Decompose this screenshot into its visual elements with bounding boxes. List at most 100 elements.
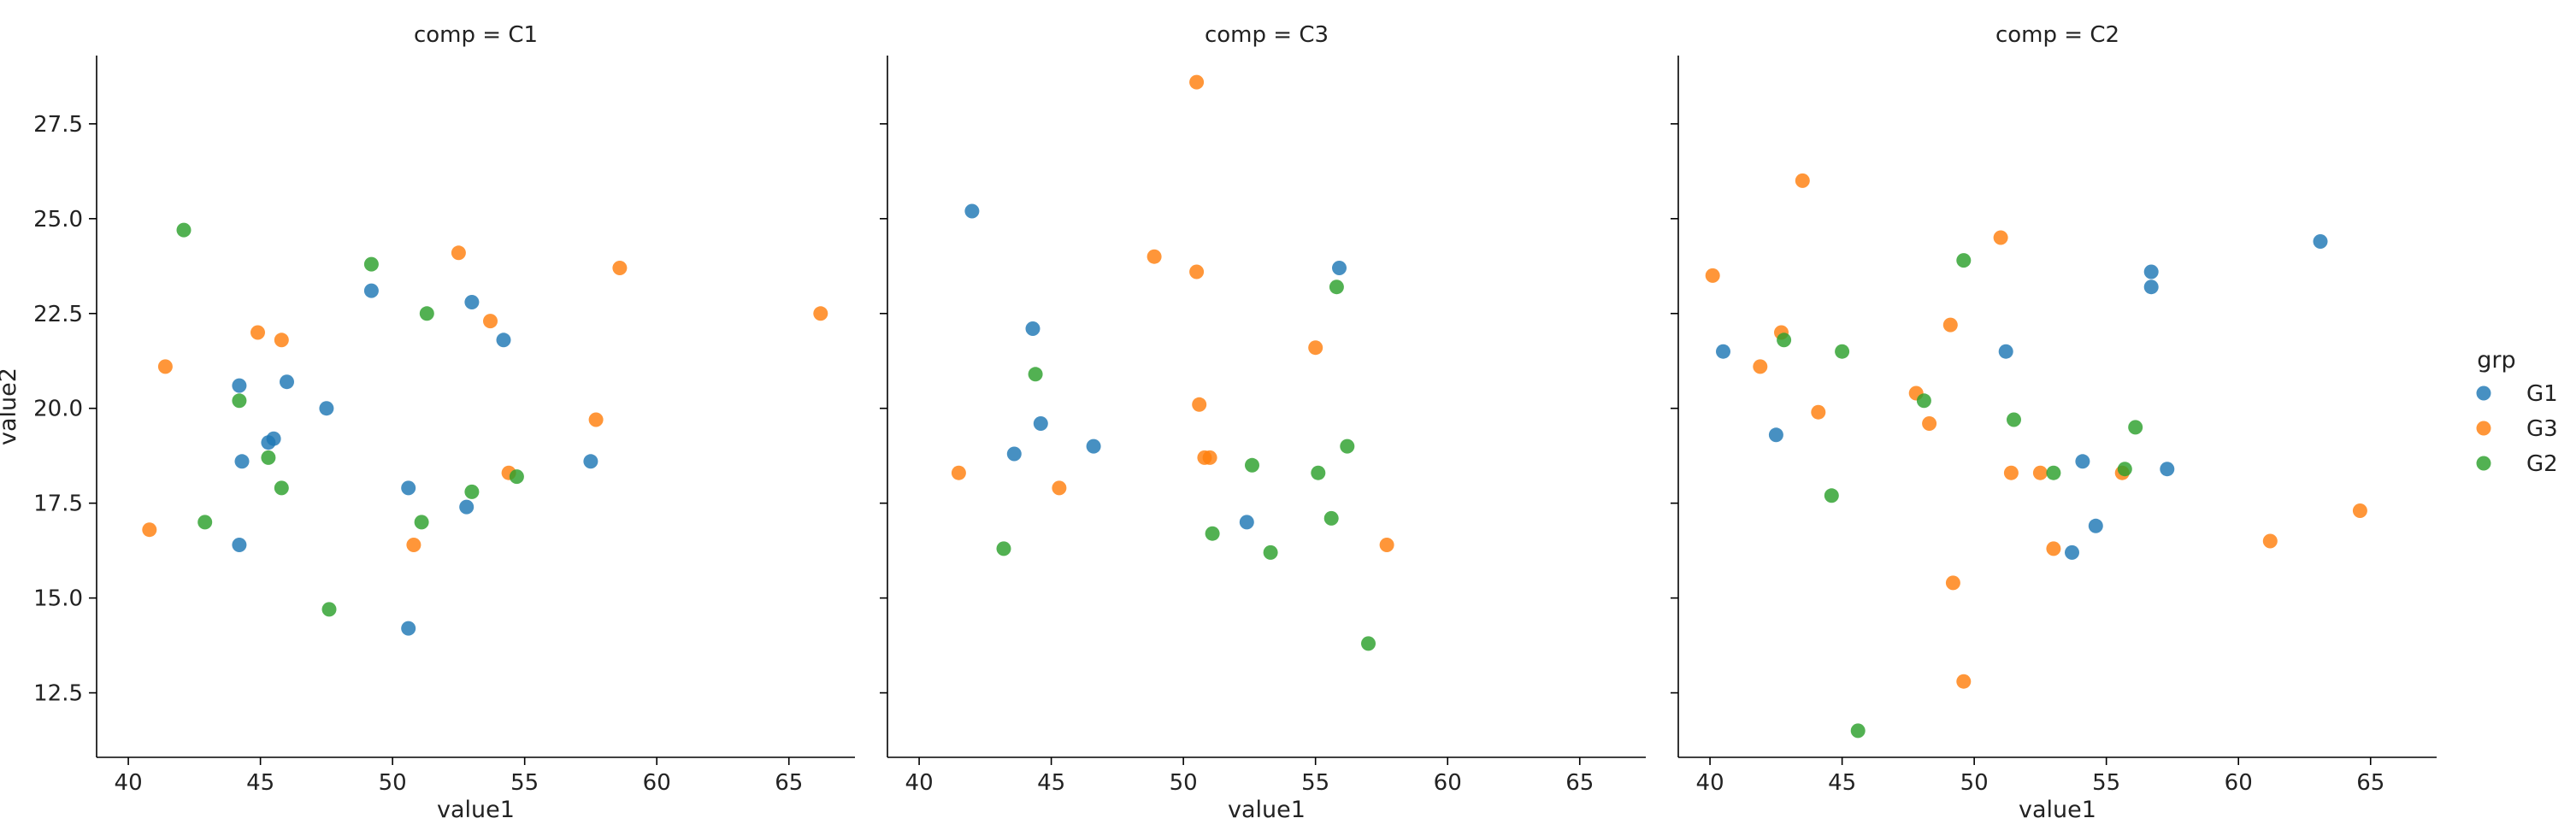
point-g1 [319,401,334,416]
point-g1 [2143,264,2159,280]
point-g1 [1768,427,1783,443]
point-g3 [483,314,498,329]
point-g2 [2046,465,2061,480]
point-g2 [1340,438,1355,454]
legend-label-g3: G3 [2526,416,2558,442]
point-g3 [1379,538,1394,552]
x-tick-label: 55 [1301,770,1329,796]
x-tick-label: 40 [115,770,143,796]
x-tick-label: 55 [510,770,539,796]
point-g3 [1705,268,1720,283]
facet-panel-2: comp = C3 40 45 50 55 60 65 value1 [880,22,1646,823]
point-g3 [2046,541,2061,556]
legend-label-g1: G1 [2526,381,2558,407]
point-g2 [1028,367,1043,382]
y-tick-label: 27.5 [33,112,83,138]
point-g2 [1311,465,1326,480]
x-tick-label: 50 [1170,770,1198,796]
point-g2 [1835,344,1850,359]
point-g3 [1189,264,1205,280]
point-g3 [1189,74,1205,90]
point-g2 [1956,253,1972,268]
point-g3 [406,538,421,552]
x-tick-label: 60 [2225,770,2253,796]
point-g1 [1998,344,2013,359]
x-tick-label: 45 [1037,770,1065,796]
x-tick-label: 55 [2092,770,2120,796]
point-g3 [1308,340,1323,356]
point-g1 [1006,446,1022,462]
point-g3 [251,325,265,340]
legend-marker-g1 [2476,386,2491,401]
legend-title: grp [2477,347,2515,374]
point-g3 [1942,317,1958,333]
point-g3 [274,333,289,348]
point-g3 [2352,503,2367,518]
point-g2 [1361,636,1376,651]
point-g3 [142,522,157,538]
point-g3 [1192,397,1207,412]
point-g2 [1777,333,1792,348]
point-g1 [232,378,247,393]
point-g2 [2007,412,2021,427]
point-g3 [813,306,828,321]
x-tick-label: 65 [775,770,803,796]
x-tick-label: 40 [905,770,934,796]
point-g3 [1753,359,1768,374]
legend-marker-g2 [2476,456,2491,471]
facet-panel-3: comp = C2 40 45 50 55 60 65 value1 [1671,22,2437,823]
point-g2 [509,469,524,485]
point-g3 [1922,416,1937,431]
point-g1 [2065,544,2079,560]
x-tick-label: 45 [246,770,274,796]
y-tick-label: 12.5 [33,681,83,707]
point-g1 [234,454,250,469]
point-g3 [451,245,466,261]
y-axis-label: value2 [0,368,21,445]
point-g2 [2117,462,2132,477]
point-g2 [261,450,276,465]
point-g1 [1033,416,1048,431]
point-g2 [1916,393,1931,409]
point-g3 [2003,465,2019,480]
x-tick-label: 50 [1960,770,1989,796]
point-g1 [232,538,247,552]
x-tick-label: 65 [1565,770,1594,796]
y-tick-label: 15.0 [33,586,83,612]
point-g1 [2313,234,2328,249]
point-g3 [612,261,628,275]
point-g3 [1993,230,2008,245]
point-g1 [1332,261,1347,275]
point-g1 [1716,344,1730,359]
point-g2 [419,306,434,321]
y-tick-label: 22.5 [33,302,83,327]
y-tick-label: 17.5 [33,491,83,517]
x-tick-label: 50 [379,770,407,796]
facet-title: comp = C3 [1205,22,1329,48]
point-g1 [496,333,511,348]
point-g1 [266,431,281,446]
x-tick-label: 60 [643,770,671,796]
point-g1 [1239,515,1254,530]
x-tick-label: 40 [1696,770,1724,796]
point-g1 [401,621,416,636]
point-g3 [1956,674,1972,689]
point-g3 [1795,173,1810,188]
point-g3 [1052,480,1067,496]
point-g1 [583,454,598,469]
x-tick-label: 60 [1434,770,1462,796]
point-g2 [197,515,213,530]
point-g2 [1263,544,1278,560]
point-g2 [1329,280,1344,295]
point-g1 [2160,462,2175,477]
point-g3 [1811,404,1826,420]
point-g2 [232,393,247,409]
point-g2 [1824,488,1839,503]
point-g1 [2075,454,2090,469]
point-g1 [2143,280,2159,295]
point-g2 [2128,420,2143,435]
y-tick-label: 25.0 [33,207,83,232]
point-g2 [1245,457,1259,473]
